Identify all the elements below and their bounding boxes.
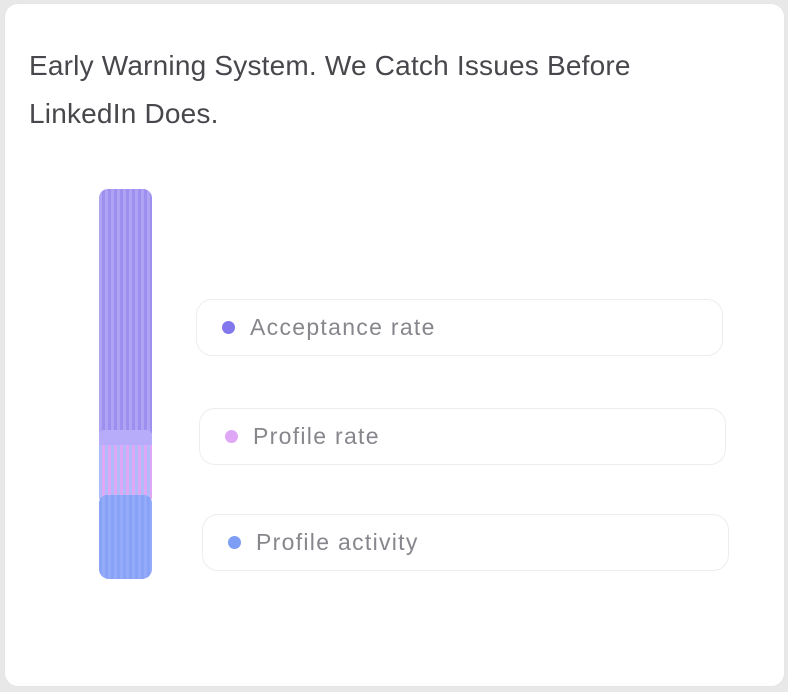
acceptance-rate-dot-icon	[222, 321, 235, 334]
legend-label-profile-rate: Profile rate	[253, 423, 380, 449]
stacked-bar	[99, 189, 152, 579]
segment-divider-band	[99, 430, 152, 445]
segment-profile-rate	[99, 445, 152, 499]
profile-rate-dot-icon	[225, 430, 238, 443]
feature-card: Early Warning System. We Catch Issues Be…	[4, 3, 785, 687]
segment-acceptance-rate	[99, 189, 152, 434]
segment-profile-activity	[99, 495, 152, 579]
profile-activity-dot-icon	[228, 536, 241, 549]
legend-pill-profile-rate[interactable]: Profile rate	[199, 408, 726, 465]
legend-label-acceptance-rate: Acceptance rate	[250, 314, 436, 340]
card-title-line-2: LinkedIn Does.	[29, 98, 219, 129]
legend-label-profile-activity: Profile activity	[256, 529, 419, 555]
legend-pill-profile-activity[interactable]: Profile activity	[202, 514, 729, 571]
card-title: Early Warning System. We Catch Issues Be…	[29, 42, 631, 138]
legend: Acceptance rate Profile rate Profile activ…	[5, 4, 784, 686]
card-title-line-1: Early Warning System. We Catch Issues Be…	[29, 50, 631, 81]
legend-pill-acceptance-rate[interactable]: Acceptance rate	[196, 299, 723, 356]
